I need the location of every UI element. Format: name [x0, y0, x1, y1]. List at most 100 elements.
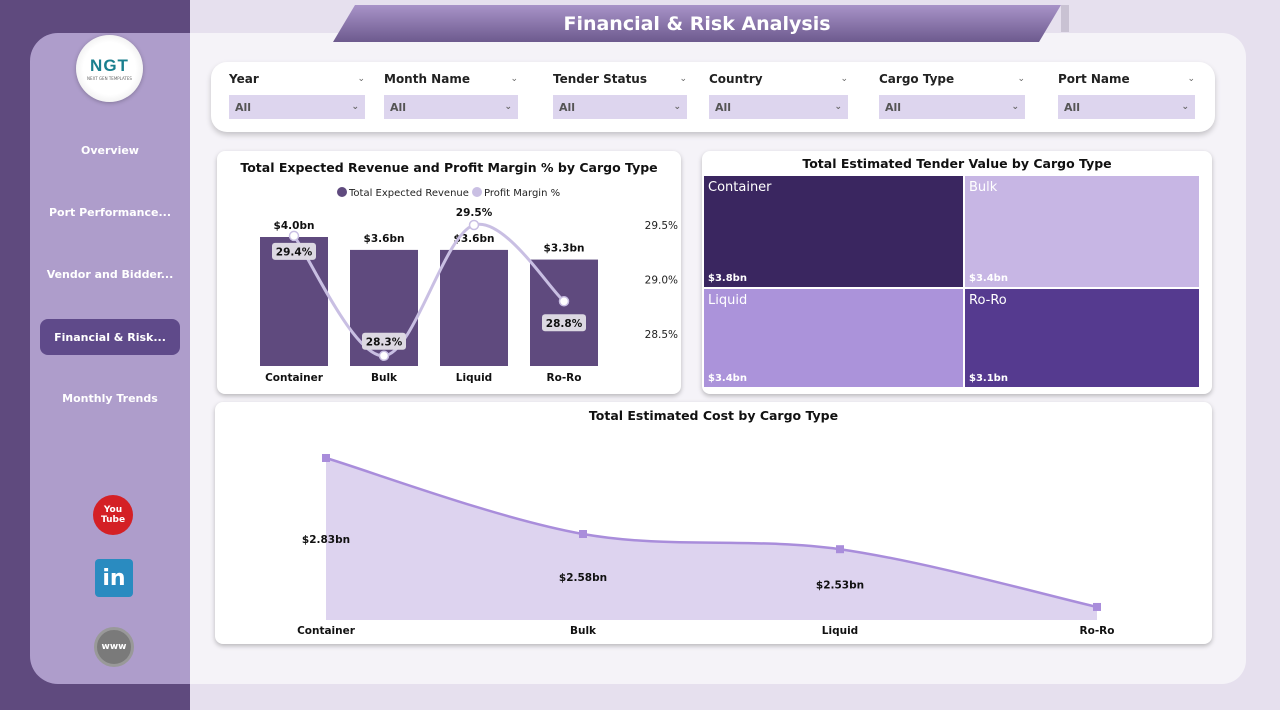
revenue-margin-chart: Total Expected Revenue and Profit Margin… [217, 151, 681, 394]
margin-point [288, 230, 300, 242]
legend-marker-revenue [337, 187, 347, 197]
legend-marker-margin [472, 187, 482, 197]
filter-country-dropdown[interactable]: All ⌄ [709, 95, 848, 119]
estimated-cost-svg: $2.83bn Container $2.58bn Bulk $2.53bn Liquid… [297, 454, 1115, 637]
youtube-icon[interactable]: You Tube [93, 495, 133, 535]
nav-overview[interactable]: Overview [40, 132, 180, 168]
margin-line [292, 222, 566, 358]
filter-port-name-dropdown[interactable]: All ⌄ [1058, 95, 1195, 119]
margin-point [468, 219, 480, 231]
cost-point [579, 530, 587, 538]
chevron-down-icon: ⌄ [1181, 102, 1189, 112]
nav-label: Overview [81, 143, 139, 157]
chevron-down-icon[interactable]: ⌄ [510, 74, 518, 84]
treemap-label: Bulk [969, 180, 998, 195]
cost-point [836, 545, 844, 554]
treemap-value: $3.1bn [969, 373, 1008, 384]
treemap-value: $3.8bn [708, 273, 747, 284]
treemap-label: Liquid [708, 293, 748, 308]
legend-label-revenue: Total Expected Revenue [348, 188, 469, 199]
filter-label: Year [229, 72, 259, 86]
globe-www-icon[interactable]: www [94, 627, 134, 667]
nav-label: Monthly Trends [62, 391, 158, 405]
filter-tender-status-header[interactable]: Tender Status ⌄ [553, 70, 687, 88]
cost-value-label: $2.83bn [302, 534, 350, 546]
cost-line [325, 456, 1098, 609]
chevron-down-icon[interactable]: ⌄ [840, 74, 848, 84]
filter-value: All [235, 100, 252, 114]
filter-label: Country [709, 72, 763, 86]
x-tick-label: Liquid [456, 372, 492, 384]
bar-ro-ro [530, 259, 598, 366]
cost-point [1093, 602, 1101, 611]
chevron-down-icon: ⌄ [351, 102, 359, 112]
chevron-down-icon[interactable]: ⌄ [1187, 74, 1195, 84]
page-title-banner: Financial & Risk Analysis [333, 5, 1061, 42]
x-tick-label: Container [297, 625, 356, 637]
chevron-down-icon[interactable]: ⌄ [357, 74, 365, 84]
filter-value: All [1064, 100, 1081, 114]
margin-value-label: 29.4% [276, 246, 313, 258]
chevron-down-icon: ⌄ [834, 102, 842, 112]
y2-tick-label: 29.5% [645, 220, 678, 232]
linkedin-label: in [102, 565, 126, 591]
chevron-down-icon[interactable]: ⌄ [679, 74, 687, 84]
cost-value-label: $2.53bn [816, 580, 864, 592]
chevron-down-icon[interactable]: ⌄ [1017, 74, 1025, 84]
x-tick-label: Bulk [570, 625, 597, 637]
filter-cargo-type-dropdown[interactable]: All ⌄ [879, 95, 1025, 119]
filter-country-header[interactable]: Country ⌄ [709, 70, 848, 88]
filter-label: Month Name [384, 72, 470, 86]
cost-value-label: $2.58bn [559, 572, 607, 584]
cost-area [326, 458, 1097, 620]
margin-point [558, 296, 570, 307]
treemap-cell-container[interactable]: Container $3.8bn [704, 176, 963, 287]
margin-value-label: 29.5% [456, 207, 493, 219]
logo-subtext: NEXT GEN TEMPLATES [87, 76, 132, 81]
filter-value: All [885, 100, 902, 114]
revenue-margin-svg: Total Expected Revenue Profit Margin % $4.… [260, 187, 678, 384]
margin-point [378, 350, 390, 362]
nav-label: Vendor and Bidder... [46, 267, 174, 281]
filter-year-header[interactable]: Year ⌄ [229, 70, 365, 88]
nav-vendor-bidder[interactable]: Vendor and Bidder... [40, 256, 180, 292]
treemap-cell-ro-ro[interactable]: Ro-Ro $3.1bn [965, 289, 1199, 387]
nav-port-performance[interactable]: Port Performance... [40, 194, 180, 230]
treemap-cell-liquid[interactable]: Liquid $3.4bn [704, 289, 963, 387]
nav-label: Port Performance... [48, 205, 172, 219]
y2-tick-label: 29.0% [645, 275, 678, 287]
chevron-down-icon: ⌄ [1011, 102, 1019, 112]
legend-label-margin: Profit Margin % [484, 188, 560, 199]
filter-label: Cargo Type [879, 72, 955, 86]
x-tick-label: Ro-Ro [1080, 625, 1115, 637]
bar-value-label: $3.6bn [364, 233, 405, 245]
filter-month-name-dropdown[interactable]: All ⌄ [384, 95, 518, 119]
x-tick-label: Bulk [371, 372, 398, 384]
filter-port-name-header[interactable]: Port Name ⌄ [1058, 70, 1195, 88]
chart-title: Total Estimated Cost by Cargo Type [588, 408, 839, 423]
margin-value-label: 28.3% [366, 336, 403, 348]
chart-title: Total Estimated Tender Value by Cargo Ty… [802, 156, 1112, 171]
chevron-down-icon: ⌄ [504, 102, 512, 112]
filter-tender-status-dropdown[interactable]: All ⌄ [553, 95, 687, 119]
bar-liquid [440, 249, 508, 366]
bar-value-label: $3.6bn [454, 233, 495, 245]
chart-title: Total Expected Revenue and Profit Margin… [240, 160, 658, 175]
filter-value: All [715, 100, 732, 114]
nav-label: Financial & Risk... [54, 330, 166, 344]
chevron-down-icon: ⌄ [673, 102, 681, 112]
nav-financial-risk[interactable]: Financial & Risk... [40, 319, 180, 355]
treemap-cell-bulk[interactable]: Bulk $3.4bn [965, 176, 1199, 287]
banner-accent [1061, 5, 1069, 32]
filter-cargo-type-header[interactable]: Cargo Type ⌄ [879, 70, 1025, 88]
www-label: www [101, 642, 127, 652]
margin-label-box [272, 242, 316, 260]
filter-year-dropdown[interactable]: All ⌄ [229, 95, 365, 119]
cost-point [322, 454, 330, 462]
logo-text: NGT [90, 56, 129, 75]
filter-month-name-header[interactable]: Month Name ⌄ [384, 70, 518, 88]
nav-monthly-trends[interactable]: Monthly Trends [40, 380, 180, 416]
treemap-value: $3.4bn [969, 273, 1008, 284]
y2-tick-label: 28.5% [645, 329, 678, 341]
linkedin-icon[interactable]: in [95, 559, 133, 597]
